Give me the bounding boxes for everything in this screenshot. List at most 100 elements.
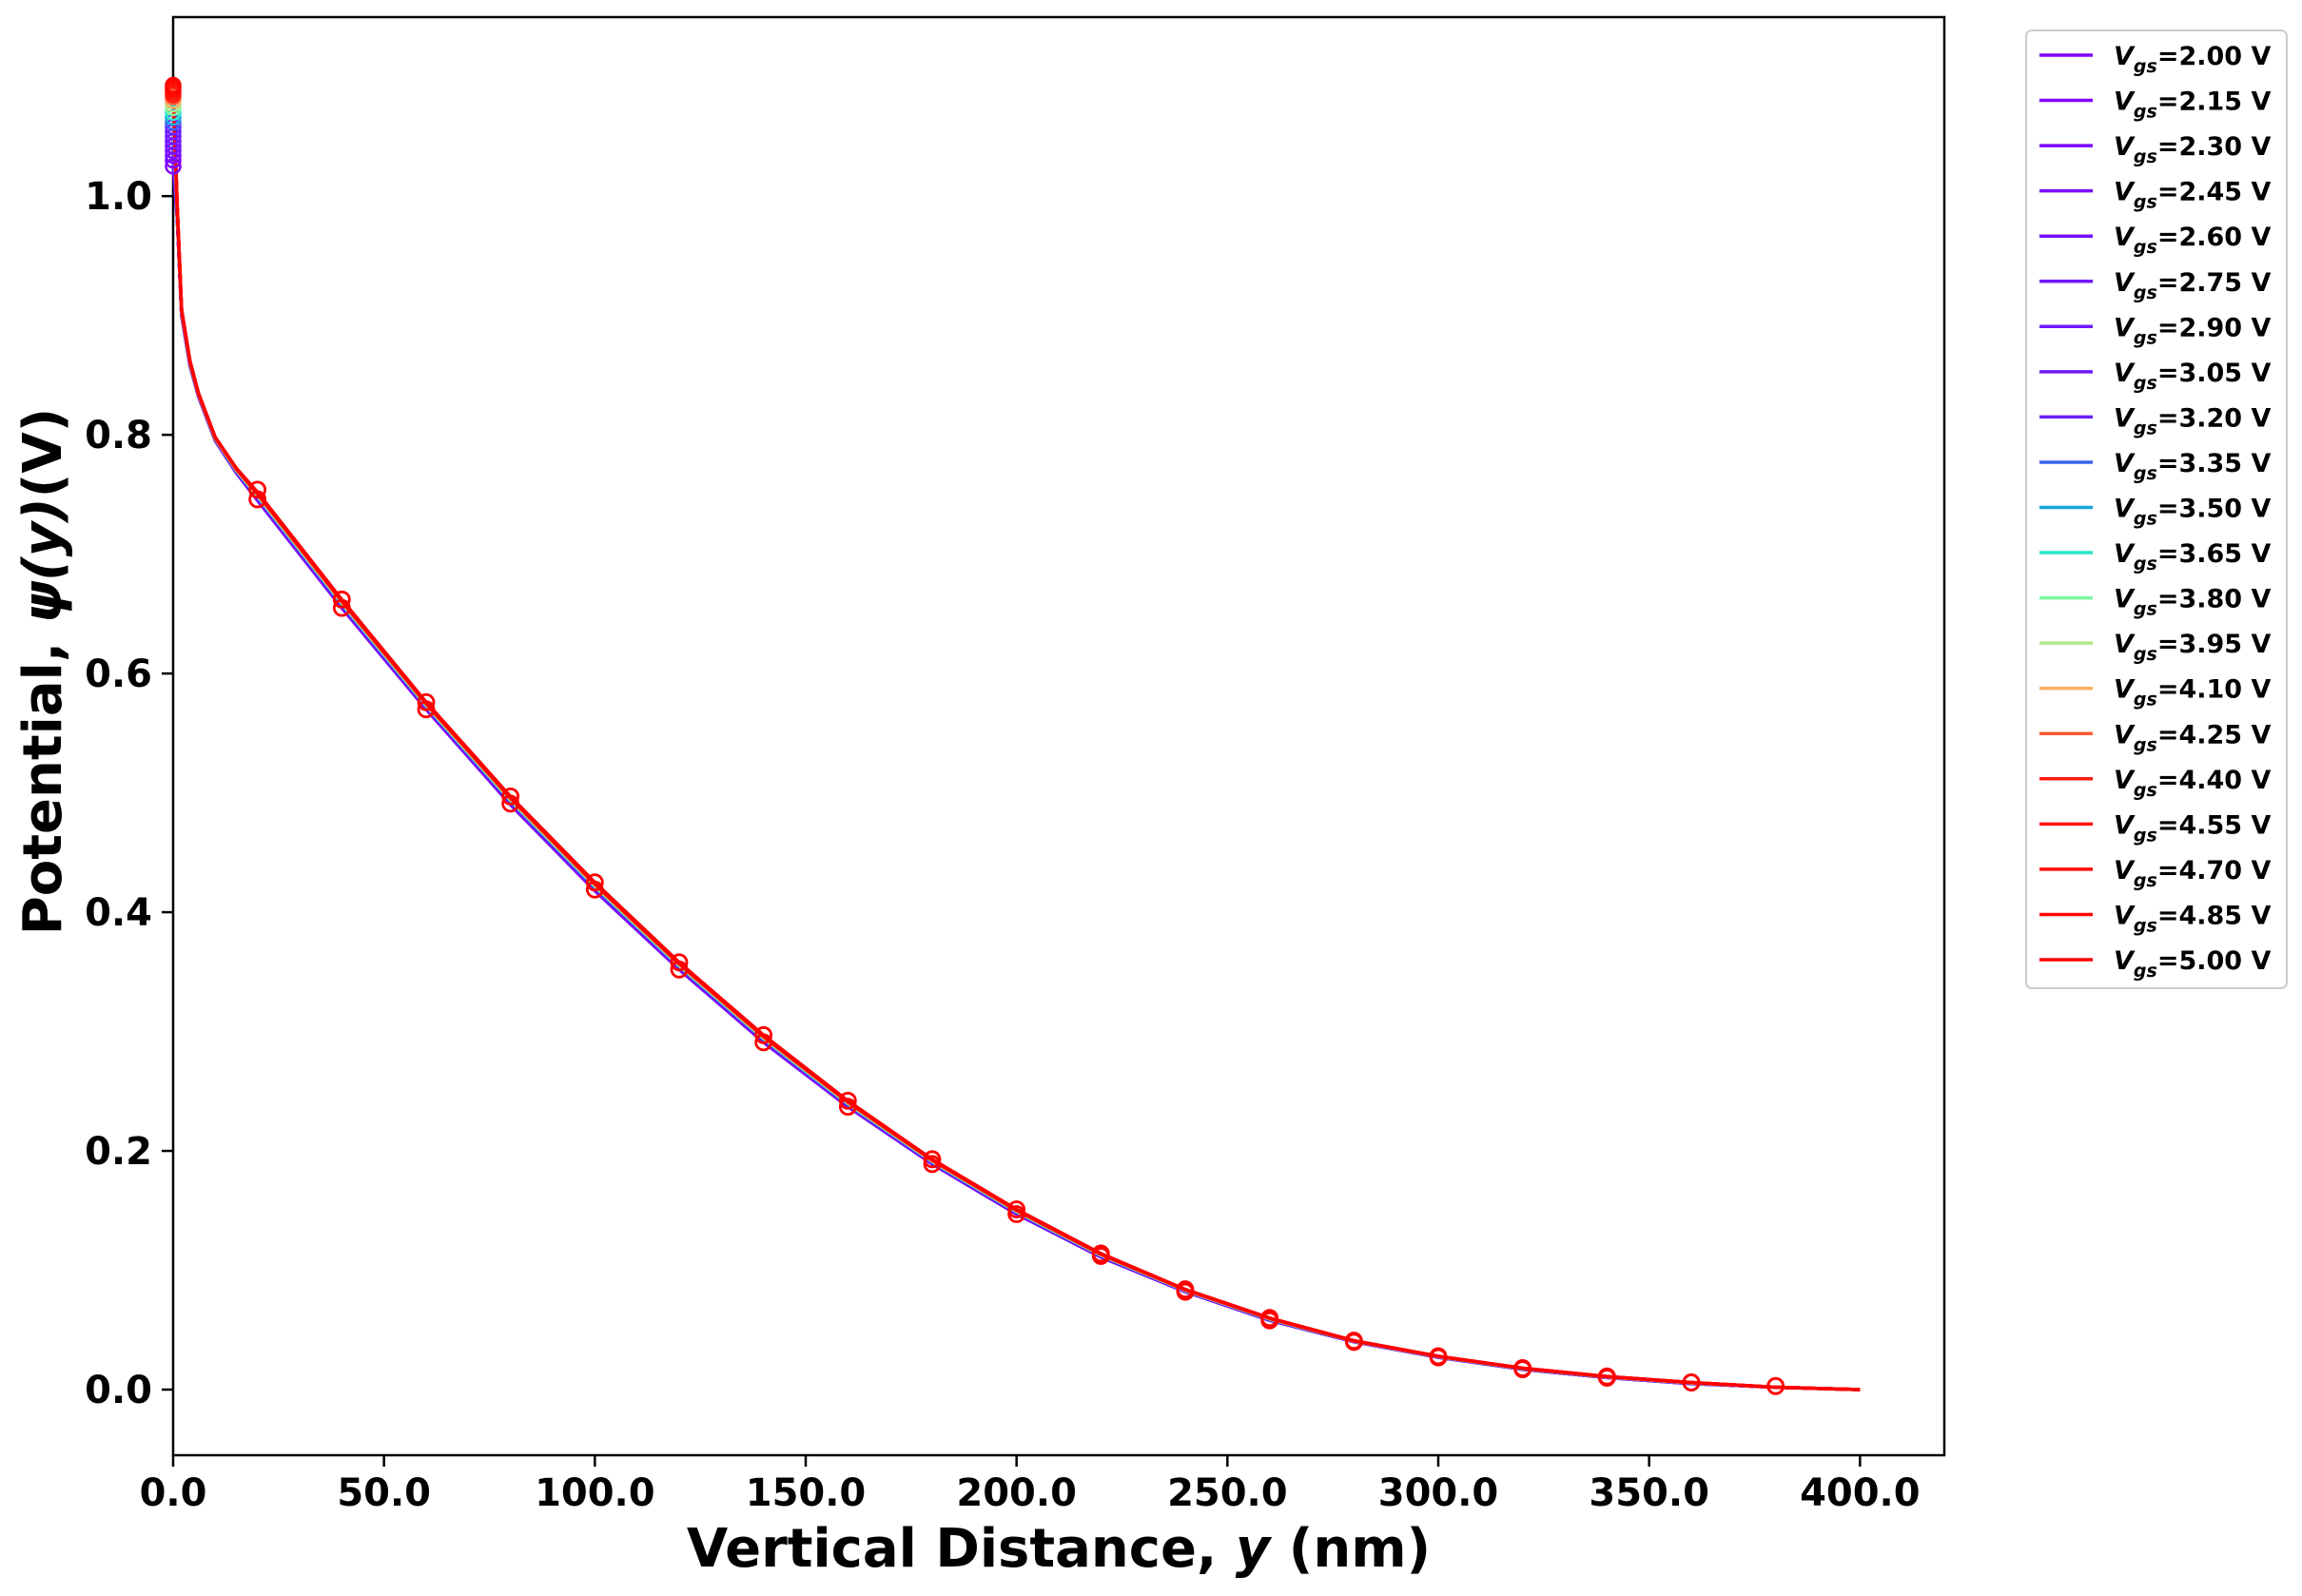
legend-item: Vgs=4.25 V (2039, 720, 2271, 755)
legend-label-value: =3.50 V (2157, 495, 2272, 524)
legend-label: Vgs=2.00 V (2114, 42, 2271, 77)
data-marker (1091, 1244, 1110, 1263)
data-marker (923, 1155, 942, 1174)
data-marker (1176, 1280, 1195, 1298)
legend-label-subscript: gs (2134, 915, 2157, 936)
legend-label-value: =2.00 V (2157, 42, 2272, 71)
legend-item: Vgs=2.30 V (2039, 132, 2271, 167)
y-tick-label: 0.0 (85, 1369, 152, 1412)
legend-item: Vgs=3.50 V (2039, 495, 2271, 530)
legend-item: Vgs=2.60 V (2039, 223, 2271, 258)
legend-item: Vgs=4.85 V (2039, 901, 2271, 936)
legend-label: Vgs=3.95 V (2114, 630, 2271, 665)
legend-item: Vgs=3.80 V (2039, 585, 2271, 620)
legend-label: Vgs=3.35 V (2114, 449, 2271, 484)
x-axis-title-var: y (1236, 1518, 1273, 1580)
legend-label: Vgs=4.25 V (2114, 720, 2271, 755)
legend-label: Vgs=2.60 V (2114, 223, 2271, 258)
x-axis-title-unit: (nm) (1270, 1518, 1431, 1580)
data-marker (501, 794, 520, 813)
legend-label-subscript: gs (2134, 146, 2157, 167)
legend-item: Vgs=2.45 V (2039, 178, 2271, 213)
legend-item: Vgs=4.55 V (2039, 810, 2271, 846)
legend-label-subscript: gs (2134, 734, 2157, 755)
legend-label: Vgs=2.75 V (2114, 268, 2271, 303)
data-marker (1344, 1332, 1363, 1350)
legend-label-value: =3.05 V (2157, 359, 2272, 388)
data-marker (754, 1033, 773, 1052)
legend-label-prefix: V (2114, 495, 2136, 524)
legend-label: Vgs=4.55 V (2114, 810, 2271, 846)
legend-label: Vgs=4.10 V (2114, 675, 2271, 710)
legend-item: Vgs=2.75 V (2039, 268, 2271, 303)
legend-label-value: =3.80 V (2157, 585, 2272, 614)
data-marker (923, 1150, 942, 1169)
legend-label-prefix: V (2114, 359, 2136, 388)
legend-label-prefix: V (2114, 856, 2136, 886)
x-tick-label: 300.0 (1378, 1471, 1499, 1515)
legend-item: Vgs=3.35 V (2039, 449, 2271, 484)
legend-label-subscript: gs (2134, 554, 2157, 574)
data-marker (1007, 1205, 1026, 1223)
data-marker (670, 953, 689, 972)
legend-item: Vgs=4.40 V (2039, 766, 2271, 801)
legend-item: Vgs=5.00 V (2039, 946, 2271, 982)
legend-item: Vgs=4.70 V (2039, 856, 2271, 891)
plot-area (165, 15, 1946, 1457)
data-marker (1429, 1347, 1448, 1366)
data-marker (417, 692, 436, 711)
legend-label-subscript: gs (2134, 961, 2157, 982)
legend-item: Vgs=2.15 V (2039, 88, 2271, 123)
legend-label-value: =5.00 V (2157, 946, 2272, 976)
legend-label-prefix: V (2114, 449, 2136, 478)
legend-label-subscript: gs (2134, 237, 2157, 258)
legend-label-value: =2.75 V (2157, 268, 2272, 298)
data-marker (417, 700, 436, 719)
legend-label-prefix: V (2114, 901, 2136, 930)
legend-label-subscript: gs (2134, 102, 2157, 123)
legend-label-subscript: gs (2134, 644, 2157, 665)
legend-label: Vgs=2.90 V (2114, 313, 2271, 348)
legend-label-prefix: V (2114, 88, 2136, 117)
legend-label-prefix: V (2114, 720, 2136, 749)
data-marker (248, 490, 267, 509)
legend-label-prefix: V (2114, 946, 2136, 976)
legend-item: Vgs=2.00 V (2039, 42, 2271, 77)
legend-label: Vgs=3.65 V (2114, 539, 2271, 574)
x-tick-label: 400.0 (1800, 1471, 1921, 1515)
legend-item: Vgs=3.20 V (2039, 403, 2271, 438)
legend-label-value: =4.85 V (2157, 901, 2272, 930)
x-axis-ticks: 0.0 50.0 100.0 150.0 200.0 250.0 300.0 350.0 400… (140, 1455, 1921, 1515)
legend-label-subscript: gs (2134, 509, 2157, 530)
legend-label-prefix: V (2114, 766, 2136, 795)
legend-label-prefix: V (2114, 630, 2136, 659)
legend-label: Vgs=2.15 V (2114, 88, 2271, 123)
legend-item: Vgs=3.05 V (2039, 359, 2271, 394)
legend-label: Vgs=3.20 V (2114, 403, 2271, 438)
y-tick-label: 1.0 (85, 175, 152, 219)
legend-label-prefix: V (2114, 42, 2136, 71)
legend-label-subscript: gs (2134, 463, 2157, 484)
legend-frame (2025, 29, 2288, 989)
legend-label-prefix: V (2114, 810, 2136, 840)
legend-label-subscript: gs (2134, 56, 2157, 77)
legend-label-value: =4.10 V (2157, 675, 2272, 705)
data-marker (585, 873, 604, 892)
legend-label-subscript: gs (2134, 418, 2157, 438)
legend-label-value: =4.40 V (2157, 766, 2272, 795)
legend-label-value: =4.70 V (2157, 856, 2272, 886)
series-start-marker (165, 76, 182, 94)
legend-label-value: =3.65 V (2157, 539, 2272, 569)
legend-label-subscript: gs (2134, 870, 2157, 891)
series-start-marker (165, 158, 182, 175)
legend-label-value: =4.55 V (2157, 810, 2272, 840)
legend-label-prefix: V (2114, 675, 2136, 705)
y-axis-title-var: ψ(y) (12, 497, 74, 623)
legend-label-subscript: gs (2134, 282, 2157, 303)
x-tick-label: 50.0 (337, 1471, 431, 1515)
x-tick-label: 250.0 (1167, 1471, 1288, 1515)
legend-label: Vgs=3.50 V (2114, 495, 2271, 530)
legend-label: Vgs=4.70 V (2114, 856, 2271, 891)
